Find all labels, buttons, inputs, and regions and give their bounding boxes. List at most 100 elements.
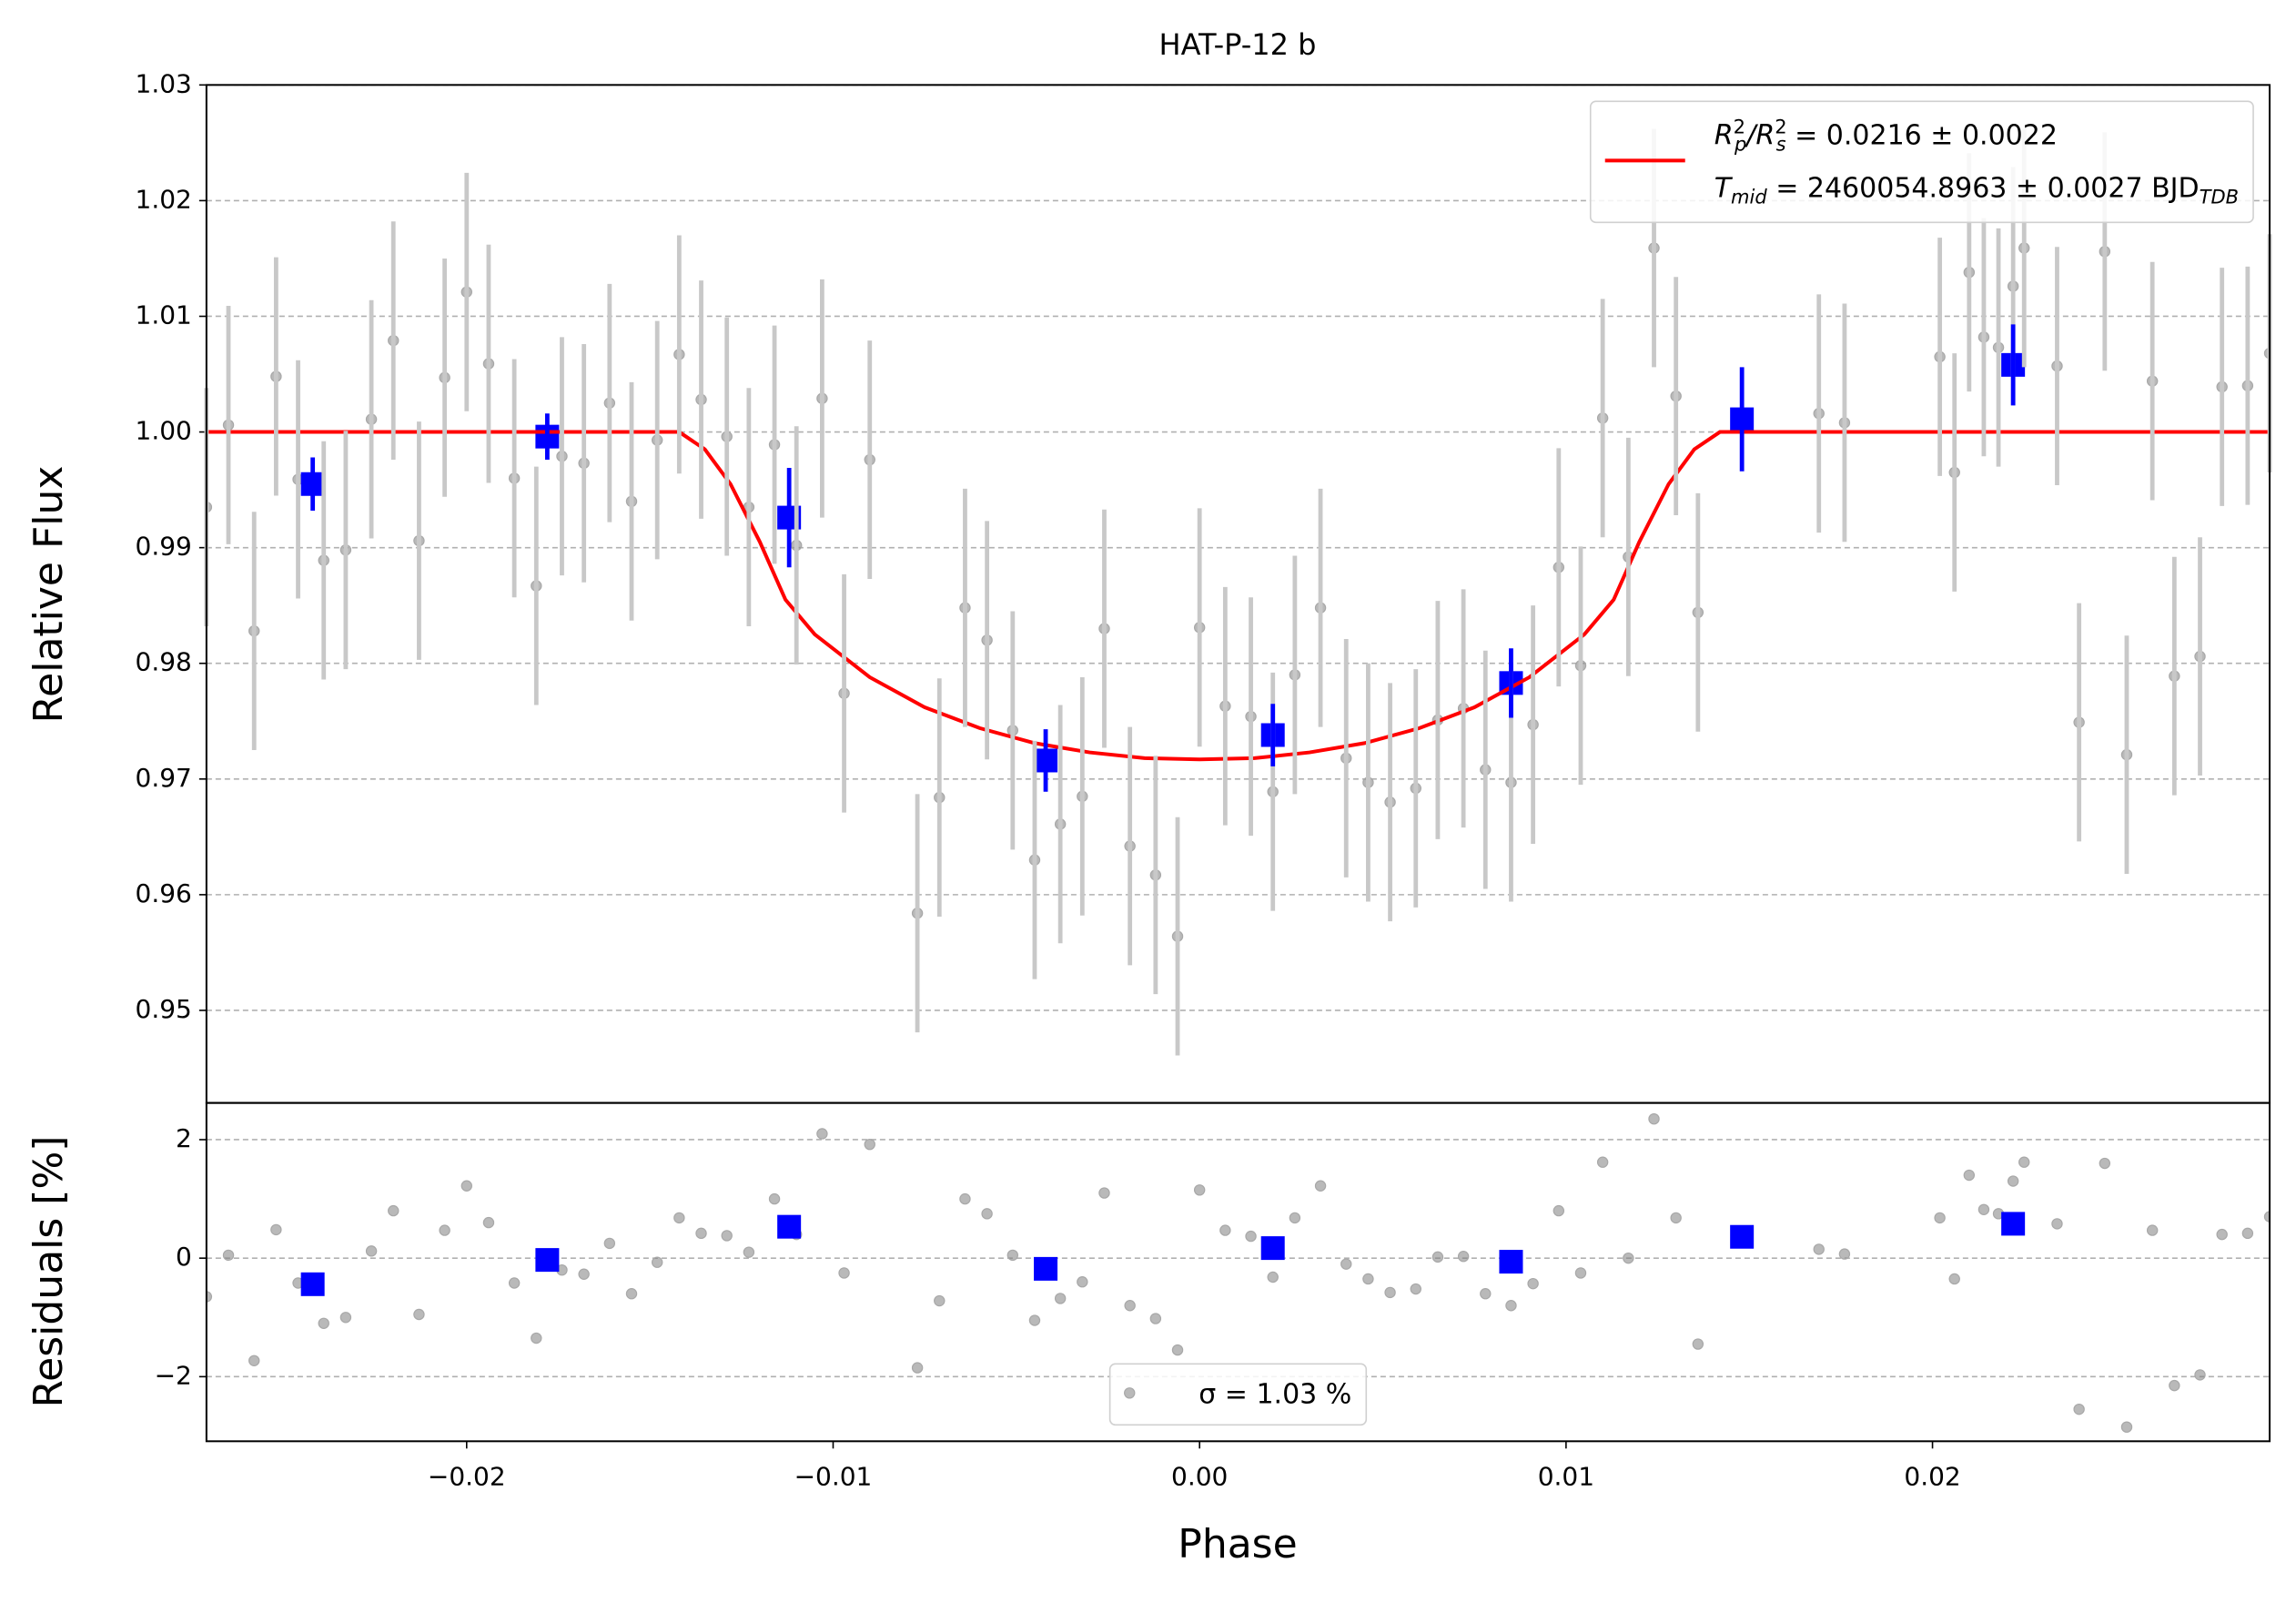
data-point bbox=[1362, 1273, 1374, 1285]
data-point bbox=[388, 1204, 400, 1217]
data-point bbox=[1245, 1230, 1257, 1243]
data-point bbox=[2099, 1157, 2111, 1170]
y-tick-label: 1.00 bbox=[136, 416, 192, 446]
data-point bbox=[768, 1192, 781, 1205]
y-tick-label: 0.95 bbox=[136, 994, 192, 1024]
x-tick-label: 0.00 bbox=[1171, 1461, 1228, 1491]
data-point bbox=[2073, 1403, 2085, 1415]
binned-point bbox=[1730, 1224, 1755, 1249]
data-point bbox=[1648, 1112, 1660, 1125]
data-point bbox=[1289, 1212, 1301, 1224]
data-point bbox=[1028, 1314, 1041, 1326]
data-point bbox=[1934, 1212, 1946, 1224]
binned-point bbox=[1499, 1250, 1523, 1274]
data-point bbox=[838, 1267, 850, 1279]
data-point bbox=[1314, 1180, 1327, 1192]
data-point bbox=[911, 1362, 924, 1374]
data-point bbox=[1670, 1212, 1682, 1224]
chart-title: HAT-P-12 b bbox=[1159, 27, 1317, 62]
data-point bbox=[1006, 1249, 1019, 1262]
data-point bbox=[578, 1268, 590, 1280]
data-point bbox=[318, 1317, 329, 1329]
data-point bbox=[651, 1256, 663, 1268]
y-tick-label: 0.99 bbox=[136, 532, 192, 562]
y-axis-label: Relative Flux bbox=[25, 466, 72, 724]
data-point bbox=[1384, 1286, 1396, 1299]
data-point bbox=[1431, 1251, 1444, 1263]
data-point bbox=[1219, 1224, 1231, 1236]
legend-text: T bbox=[1714, 172, 1734, 204]
legend-sub: mid bbox=[1731, 186, 1767, 208]
legend-sub: TDB bbox=[2200, 186, 2239, 208]
data-point bbox=[1124, 1300, 1136, 1312]
data-point bbox=[1505, 1300, 1517, 1312]
x-tick-label: −0.02 bbox=[428, 1461, 506, 1491]
data-point bbox=[206, 1291, 213, 1303]
data-point bbox=[1527, 1277, 1539, 1290]
data-point bbox=[2241, 1227, 2254, 1240]
data-point bbox=[1077, 1276, 1088, 1288]
data-point bbox=[339, 1312, 352, 1324]
data-point bbox=[1948, 1273, 1960, 1285]
data-point bbox=[695, 1227, 707, 1240]
legend-label: Tmid = 2460054.8963 ± 0.0027 BJDTDB bbox=[1714, 172, 2239, 208]
x-tick-label: −0.01 bbox=[794, 1461, 873, 1491]
y-tick-label: 0.97 bbox=[136, 763, 192, 793]
data-point bbox=[248, 1354, 260, 1366]
y-tick-label: 2 bbox=[176, 1123, 192, 1153]
legend-sub: s bbox=[1776, 133, 1786, 155]
x-tick-label: 0.02 bbox=[1904, 1461, 1960, 1491]
data-point bbox=[2169, 1379, 2180, 1392]
data-point bbox=[721, 1230, 733, 1242]
legend: σ = 1.03 % bbox=[1108, 1363, 1368, 1426]
data-point bbox=[413, 1308, 425, 1321]
data-point bbox=[625, 1288, 638, 1300]
data-point bbox=[439, 1224, 450, 1236]
axes-frame bbox=[205, 1101, 2271, 1443]
data-point bbox=[2007, 1175, 2019, 1187]
data-point bbox=[482, 1216, 495, 1229]
y-tick-label: 0.96 bbox=[136, 878, 192, 908]
data-point bbox=[864, 1138, 875, 1151]
legend-text: = 2460054.8963 ± 0.0027 BJD bbox=[1767, 172, 2200, 204]
plot-area bbox=[206, 1112, 2271, 1433]
legend-label: σ = 1.03 % bbox=[1199, 1378, 1351, 1410]
data-point bbox=[1480, 1288, 1492, 1300]
data-point bbox=[1553, 1204, 1565, 1217]
data-point bbox=[1171, 1344, 1184, 1356]
legend-text: /R bbox=[1744, 119, 1775, 151]
data-point bbox=[2194, 1369, 2206, 1381]
legend-box bbox=[1108, 1363, 1368, 1426]
data-point bbox=[981, 1208, 993, 1220]
binned-point bbox=[535, 1248, 560, 1273]
legend-text: = 0.0216 ± 0.0022 bbox=[1786, 119, 2058, 151]
legend-box bbox=[1589, 100, 2254, 224]
binned-point bbox=[1260, 1236, 1285, 1261]
y-tick-label: 0 bbox=[176, 1242, 192, 1272]
y-tick-label: −2 bbox=[155, 1360, 192, 1390]
data-point bbox=[2051, 1218, 2063, 1230]
legend-sup: 2 bbox=[1734, 116, 1745, 137]
data-point bbox=[531, 1332, 542, 1344]
data-point bbox=[1267, 1271, 1279, 1283]
data-point bbox=[1098, 1187, 1110, 1199]
data-point bbox=[934, 1294, 946, 1307]
x-tick-label: 0.01 bbox=[1538, 1461, 1594, 1491]
data-point bbox=[460, 1180, 472, 1192]
data-point bbox=[1054, 1293, 1067, 1304]
data-point bbox=[1977, 1203, 1990, 1215]
data-point bbox=[959, 1192, 971, 1205]
y-tick-label: 1.03 bbox=[136, 68, 192, 98]
data-point bbox=[1623, 1252, 1634, 1264]
data-point bbox=[1340, 1258, 1352, 1270]
data-point bbox=[1574, 1267, 1587, 1279]
legend-sub: p bbox=[1734, 133, 1746, 155]
binned-point bbox=[1034, 1256, 1058, 1281]
x-axis-label: Phase bbox=[1178, 1521, 1297, 1567]
data-point bbox=[1457, 1251, 1470, 1263]
data-point bbox=[1149, 1313, 1162, 1324]
legend-label: R2 p/R2 s = 0.0216 ± 0.0022 bbox=[1714, 116, 2058, 155]
